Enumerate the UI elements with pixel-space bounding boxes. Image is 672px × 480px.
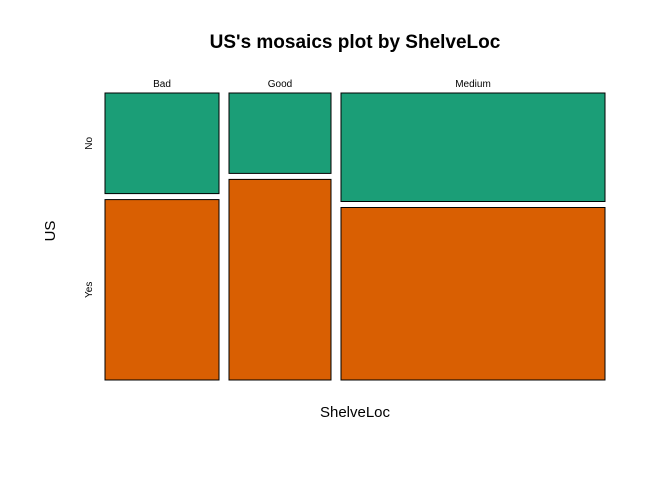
- mosaic-tile-good-no: [228, 92, 332, 174]
- x-category-label-bad: Bad: [153, 79, 171, 90]
- chart-title: US's mosaics plot by ShelveLoc: [210, 32, 501, 53]
- mosaic-tile-medium-yes: [340, 207, 606, 381]
- mosaic-tile-bad-yes: [104, 199, 220, 381]
- category-labels: Bad Good Medium No Yes: [84, 79, 491, 298]
- x-category-label-good: Good: [268, 79, 292, 90]
- x-axis-title: ShelveLoc: [320, 404, 391, 421]
- mosaic-tile-good-yes: [228, 178, 332, 381]
- mosaic-tile-medium-no: [340, 92, 606, 202]
- mosaic-tiles: [104, 92, 606, 381]
- y-category-label-no: No: [84, 136, 95, 149]
- y-axis-title: US: [42, 221, 59, 242]
- x-category-label-medium: Medium: [455, 79, 491, 90]
- y-category-label-yes: Yes: [84, 282, 95, 298]
- mosaic-tile-bad-no: [104, 92, 220, 195]
